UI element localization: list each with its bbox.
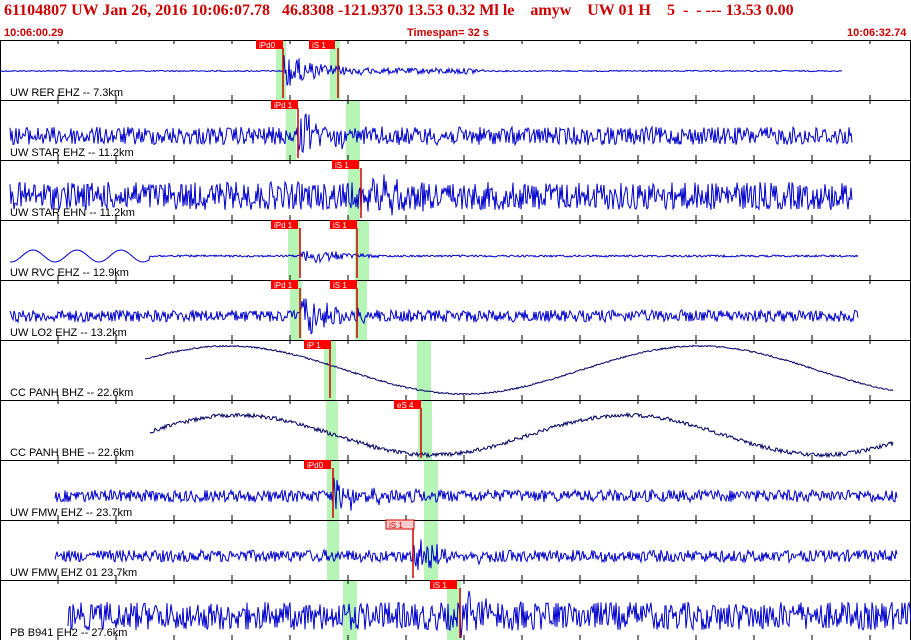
pick-flag	[271, 100, 298, 109]
pick-flag	[309, 40, 335, 49]
station-label: UW FMW EHZ -- 23.7km	[10, 507, 132, 519]
pick-flag	[256, 40, 283, 49]
panel-border	[0, 460, 911, 521]
station-label: UW RVC EHZ -- 12.9km	[10, 267, 129, 279]
seismogram-panels[interactable]: iPd0 iS 1 UW RER EHZ -- 7.3km iPd 1 UW STAR …	[0, 40, 911, 640]
trace-panel[interactable]: iPd0 iS 1 UW RER EHZ -- 7.3km	[0, 40, 911, 101]
phase-window-highlight	[424, 460, 438, 520]
station-label: UW STAR EHN -- 11.2km	[10, 207, 135, 219]
pick-flag	[394, 400, 421, 409]
trace-panel[interactable]: iPd 1 UW STAR EHZ -- 11.2km	[0, 100, 911, 161]
phase-window-highlight	[290, 280, 302, 340]
station-label: CC PANH BHE -- 22.6km	[10, 447, 134, 459]
phase-window-highlight	[288, 220, 300, 280]
panel-border	[0, 220, 911, 281]
pick-flag	[330, 280, 357, 289]
station-label: UW STAR EHZ -- 11.2km	[10, 147, 134, 159]
station-label: PB B941 EH2 -- 27.6km	[10, 627, 127, 639]
panel-border	[0, 340, 911, 401]
waveform-trace	[54, 477, 898, 511]
trace-panel[interactable]: iPd 1 iS 1 UW LO2 EHZ -- 13.2km	[0, 280, 911, 341]
waveform-trace	[67, 590, 911, 639]
pick-flag	[304, 460, 331, 469]
pick-flag-label: iPd0	[307, 461, 324, 470]
trace-panel[interactable]: iPd0 UW FMW EHZ -- 23.7km	[0, 460, 911, 521]
waveform-trace	[54, 539, 898, 571]
phase-window-highlight	[355, 220, 369, 280]
pick-flag-label: eS 4	[397, 401, 414, 410]
station-label: UW FMW EHZ 01 23.7km	[10, 567, 137, 579]
pick-flag	[271, 280, 298, 289]
phase-window-highlight	[424, 520, 438, 580]
pick-flag-label: iS 1	[312, 41, 326, 50]
station-label: UW RER EHZ -- 7.3km	[10, 87, 123, 99]
waveform-trace	[9, 174, 853, 216]
trace-panel[interactable]: iPd 1 iS 1 UW RVC EHZ -- 12.9km	[0, 220, 911, 281]
panel-border	[0, 400, 911, 461]
event-header: 61104807 UW Jan 26, 2016 10:06:07.78 46.…	[0, 0, 911, 40]
waveform-trace	[9, 113, 853, 154]
timespan-readout: Timespan= 32 s	[407, 27, 490, 39]
panel-border	[0, 100, 911, 161]
waveform-trace	[0, 55, 843, 86]
pick-flag	[385, 519, 415, 530]
phase-window-highlight	[355, 280, 367, 340]
trace-panel[interactable]: iP 1 CC PANH BHZ -- 22.6km	[0, 340, 911, 401]
pick-flag-label: iPd0	[259, 41, 276, 50]
pick-flag	[271, 220, 298, 229]
waveform-trace	[9, 249, 859, 264]
pick-flag-label: iS 1	[333, 221, 347, 230]
station-label: CC PANH BHZ -- 22.6km	[10, 387, 133, 399]
pick-flag	[430, 580, 457, 589]
phase-window-highlight	[286, 100, 296, 160]
pick-flag-label: iS 1	[389, 521, 403, 530]
trace-panel[interactable]: eS 4 CC PANH BHE -- 22.6km	[0, 400, 911, 461]
pick-flag-label: iP 1	[307, 341, 321, 350]
end-time: 10:06:32.74	[847, 27, 907, 39]
pick-flag	[304, 340, 331, 349]
start-time: 10:06:00.29	[4, 27, 64, 39]
phase-window-highlight	[327, 520, 339, 580]
pick-flag	[332, 160, 359, 169]
phase-window-highlight	[346, 100, 360, 160]
phase-window-highlight	[326, 400, 338, 460]
phase-window-highlight	[417, 340, 431, 400]
waveform-trace	[149, 411, 894, 459]
event-summary-line: 61104807 UW Jan 26, 2016 10:06:07.78 46.…	[4, 2, 794, 19]
waveform-trace	[144, 344, 894, 396]
station-label: UW LO2 EHZ -- 13.2km	[10, 327, 127, 339]
pick-flag-label: iS 1	[333, 281, 347, 290]
trace-panel[interactable]: iS 1 PB B941 EH2 -- 27.6km	[0, 580, 911, 640]
panel-border	[0, 280, 911, 341]
pick-flag-label: iPd 1	[274, 281, 293, 290]
trace-panel[interactable]: iS 1 UW STAR EHN -- 11.2km	[0, 160, 911, 221]
pick-flag-label: iPd 1	[274, 221, 293, 230]
pick-flag	[330, 220, 357, 229]
pick-flag-label: iPd 1	[274, 101, 293, 110]
pick-flag-label: iS 1	[433, 581, 447, 590]
trace-panel[interactable]: iS 1 UW FMW EHZ 01 23.7km	[0, 519, 911, 581]
phase-window-highlight	[276, 40, 286, 100]
waveform-trace	[9, 298, 859, 335]
pick-flag-label: iS 1	[335, 161, 349, 170]
